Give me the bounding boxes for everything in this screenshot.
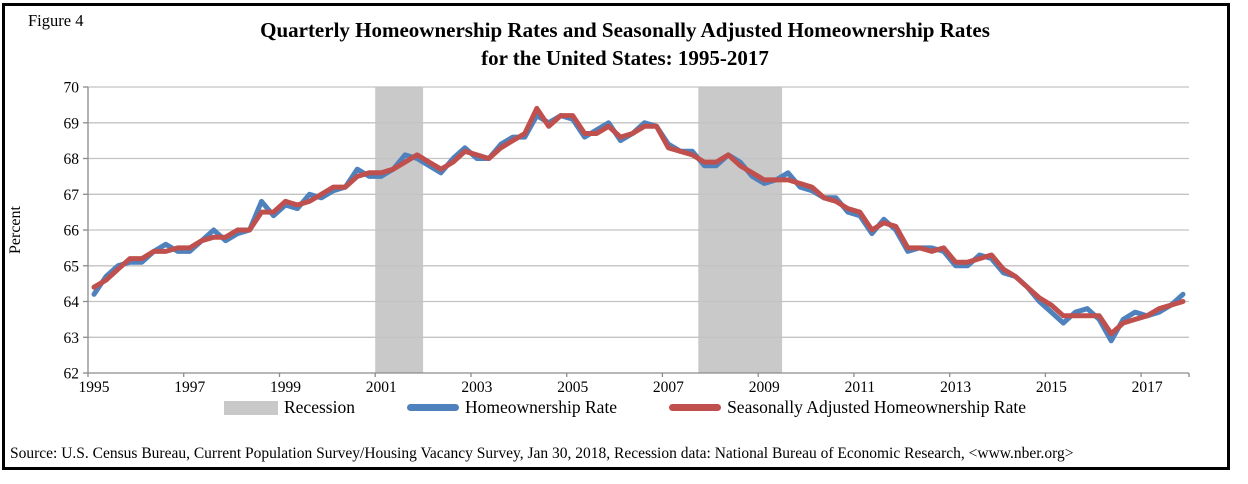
x-tick-label: 2003 xyxy=(461,379,492,396)
x-tick-label: 2001 xyxy=(366,379,397,396)
legend-label-homeownership-rate: Homeownership Rate xyxy=(464,397,618,417)
chart-title: Quarterly Homeownership Rates and Season… xyxy=(30,16,1220,72)
x-tick-label: 2009 xyxy=(749,379,780,396)
x-tick-label: 2015 xyxy=(1036,379,1067,396)
seasonally-adjusted-rate-line xyxy=(91,105,1186,337)
y-tick-label: 70 xyxy=(64,80,80,97)
legend-label-recession: Recession xyxy=(283,397,355,417)
y-tick-label: 63 xyxy=(64,330,80,347)
chart-title-line1: Quarterly Homeownership Rates and Season… xyxy=(260,18,990,42)
x-tick-label: 2011 xyxy=(845,379,875,396)
homeownership-rate-line xyxy=(91,113,1186,344)
legend-item-recession: Recession xyxy=(223,397,355,418)
x-tick-label: 2013 xyxy=(940,379,971,396)
legend-item-seasonally-adjusted: Seasonally Adjusted Homeownership Rate xyxy=(669,397,1026,418)
seasonally-adjusted-line-swatch xyxy=(669,404,722,411)
legend-item-homeownership-rate: Homeownership Rate xyxy=(406,397,618,418)
y-tick-label: 62 xyxy=(64,366,80,383)
x-tick-label: 1997 xyxy=(174,379,205,396)
x-tick-label: 1999 xyxy=(270,379,301,396)
chart-legend: Recession Homeownership Rate Seasonally … xyxy=(60,397,1190,418)
chart-title-line2: for the United States: 1995-2017 xyxy=(481,46,769,70)
x-tick-label: 2007 xyxy=(653,379,684,396)
x-tick-label: 2017 xyxy=(1132,379,1163,396)
figure-label: Figure 4 xyxy=(28,11,84,30)
y-tick-label: 67 xyxy=(64,187,80,204)
y-tick-label: 64 xyxy=(64,294,80,311)
figure-border xyxy=(2,3,1230,470)
y-tick-label: 65 xyxy=(64,258,80,275)
x-tick-label: 1995 xyxy=(79,379,110,396)
x-tick-label: 2005 xyxy=(557,379,588,396)
recession-swatch xyxy=(223,400,278,415)
source-citation: Source: U.S. Census Bureau, Current Popu… xyxy=(10,445,1074,462)
homeownership-rate-line-swatch xyxy=(406,404,459,411)
y-tick-label: 68 xyxy=(64,151,80,168)
y-tick-label: 69 xyxy=(64,115,80,132)
y-tick-label: 66 xyxy=(64,223,80,240)
legend-label-seasonally-adjusted: Seasonally Adjusted Homeownership Rate xyxy=(727,397,1026,417)
